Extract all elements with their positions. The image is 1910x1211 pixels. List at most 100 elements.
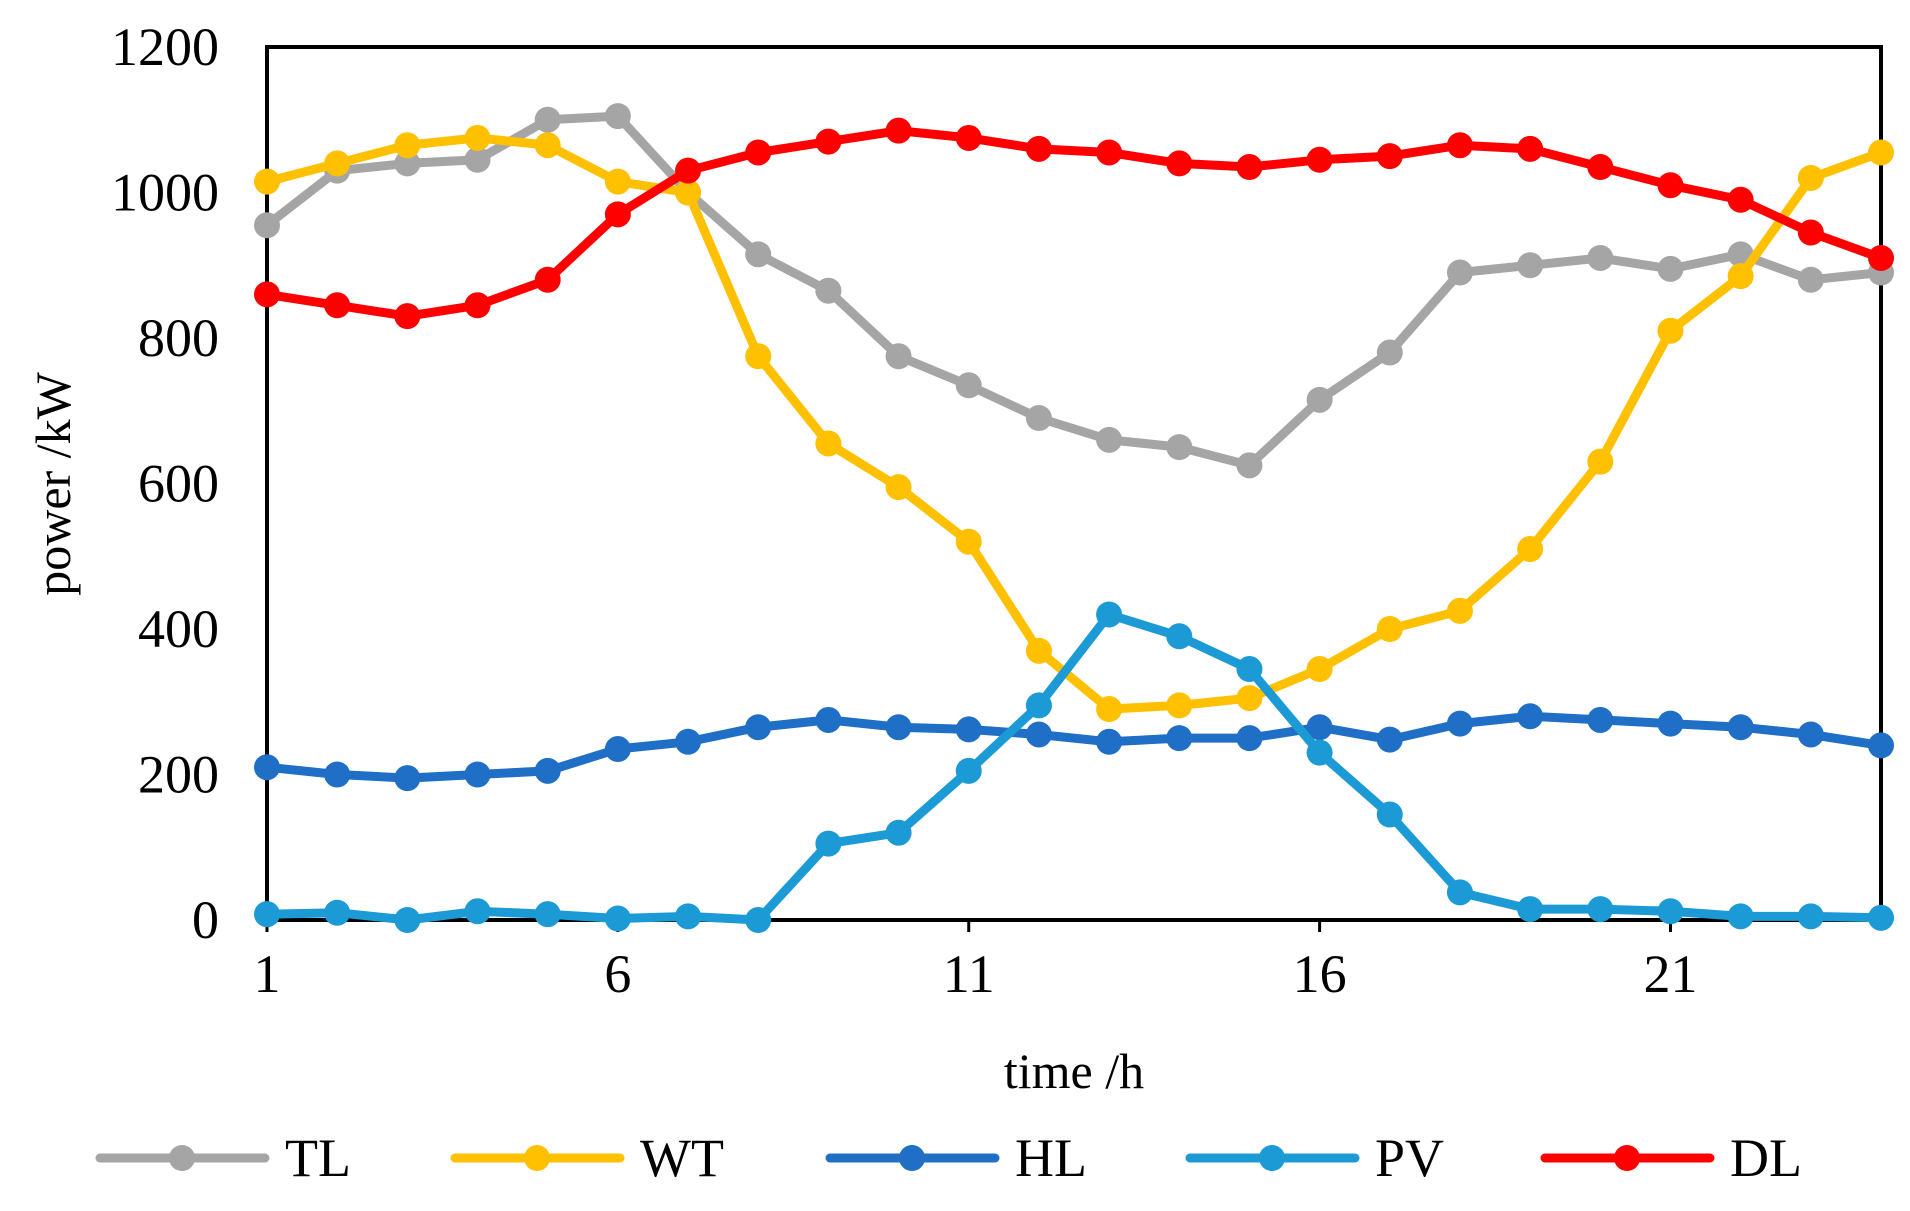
data-point-dl — [1797, 219, 1824, 246]
data-point-wt — [1517, 535, 1544, 562]
data-point-pv — [955, 757, 982, 784]
data-point-wt — [394, 132, 421, 159]
data-point-hl — [675, 728, 702, 755]
data-point-tl — [1025, 405, 1052, 432]
data-point-dl — [1587, 154, 1614, 181]
data-point-pv — [464, 898, 491, 925]
series-pv — [254, 601, 1894, 933]
data-point-tl — [955, 372, 982, 399]
data-point-pv — [675, 903, 702, 930]
data-point-wt — [1025, 637, 1052, 664]
y-axis-tick-labels: 0 200 400 600 800 1000 1200 — [111, 17, 219, 950]
data-point-hl — [604, 736, 631, 763]
data-point-hl — [1096, 728, 1123, 755]
data-point-hl — [1517, 703, 1544, 730]
x-tick-label: 11 — [943, 944, 995, 1004]
data-point-pv — [1797, 903, 1824, 930]
data-point-pv — [604, 905, 631, 932]
y-tick-label: 400 — [138, 599, 219, 659]
data-point-dl — [1727, 186, 1754, 213]
data-point-wt — [745, 343, 772, 370]
data-point-wt — [885, 474, 912, 501]
data-point-tl — [1236, 452, 1263, 479]
legend-item-dl: DL — [1540, 1128, 1802, 1188]
y-tick-label: 0 — [192, 890, 219, 950]
data-point-dl — [1517, 135, 1544, 162]
data-point-dl — [745, 139, 772, 166]
data-point-hl — [1587, 706, 1614, 733]
data-point-hl — [955, 716, 982, 743]
data-point-tl — [1517, 252, 1544, 279]
data-point-pv — [254, 901, 280, 928]
data-point-wt — [1236, 685, 1263, 712]
legend-label: TL — [285, 1128, 351, 1188]
series-dl — [254, 117, 1894, 330]
data-point-pv — [394, 907, 421, 933]
data-point-dl — [1096, 139, 1123, 166]
data-point-dl — [885, 117, 912, 144]
data-point-pv — [1236, 656, 1263, 683]
data-point-dl — [675, 157, 702, 184]
data-point-tl — [464, 146, 491, 173]
data-point-hl — [745, 714, 772, 741]
data-point-pv — [324, 899, 351, 926]
legend-swatch-marker — [1614, 1145, 1640, 1171]
data-point-tl — [1587, 244, 1614, 271]
legend: TL WT HL PV DL — [95, 1128, 1802, 1188]
data-point-pv — [1587, 896, 1614, 923]
data-point-dl — [1868, 244, 1894, 271]
data-point-dl — [955, 124, 982, 151]
data-point-wt — [1587, 448, 1614, 475]
data-point-wt — [1797, 164, 1824, 191]
data-point-pv — [1096, 601, 1123, 628]
data-point-wt — [955, 528, 982, 555]
data-point-tl — [604, 103, 631, 130]
data-point-pv — [1376, 801, 1403, 828]
x-tick-label: 1 — [254, 944, 281, 1004]
legend-label: PV — [1375, 1128, 1444, 1188]
data-point-dl — [1025, 135, 1052, 162]
legend-label: WT — [640, 1128, 724, 1188]
y-axis-title: power /kW — [25, 371, 81, 595]
y-tick-label: 1200 — [111, 17, 219, 77]
data-point-wt — [254, 168, 280, 195]
legend-swatch-marker — [899, 1145, 925, 1171]
data-point-wt — [815, 430, 842, 457]
series-wt — [254, 124, 1894, 723]
data-point-dl — [1657, 172, 1684, 199]
data-point-dl — [534, 266, 561, 293]
y-tick-label: 200 — [138, 745, 219, 805]
data-point-tl — [1657, 255, 1684, 282]
data-point-hl — [1797, 721, 1824, 748]
data-point-tl — [885, 343, 912, 370]
data-point-dl — [1236, 154, 1263, 181]
series-layer — [254, 103, 1894, 933]
data-point-hl — [815, 706, 842, 733]
data-point-hl — [394, 765, 421, 792]
data-point-pv — [885, 819, 912, 846]
data-point-pv — [745, 907, 772, 933]
data-point-pv — [1727, 903, 1754, 930]
x-tick-label: 16 — [1293, 944, 1347, 1004]
data-point-hl — [1446, 710, 1473, 737]
legend-label: HL — [1015, 1128, 1087, 1188]
data-point-dl — [815, 128, 842, 155]
y-tick-label: 1000 — [111, 163, 219, 223]
data-point-tl — [534, 106, 561, 133]
y-tick-label: 600 — [138, 454, 219, 514]
series-hl — [254, 703, 1894, 792]
x-axis-tick-labels: 1 6 11 16 21 — [254, 944, 1698, 1004]
data-point-tl — [1376, 339, 1403, 366]
data-point-hl — [885, 714, 912, 741]
data-point-tl — [1166, 434, 1193, 461]
data-point-dl — [1166, 150, 1193, 177]
data-point-tl — [1306, 386, 1333, 413]
y-tick-label: 800 — [138, 308, 219, 368]
data-point-dl — [324, 292, 351, 319]
legend-item-tl: TL — [95, 1128, 351, 1188]
data-point-wt — [1727, 263, 1754, 290]
data-point-tl — [254, 212, 280, 239]
data-point-dl — [1306, 146, 1333, 173]
x-tick-label: 6 — [604, 944, 631, 1004]
data-point-wt — [324, 150, 351, 177]
